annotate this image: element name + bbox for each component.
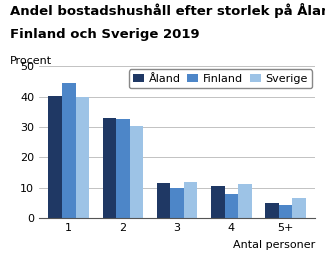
Bar (238, 184, 252, 218)
Bar (292, 198, 306, 218)
Bar (184, 182, 198, 218)
Bar (130, 126, 143, 218)
Bar (103, 118, 116, 218)
Bar (116, 119, 130, 218)
Bar (75, 97, 89, 218)
Bar (62, 83, 75, 218)
Bar (211, 186, 225, 218)
Bar (279, 205, 292, 218)
Text: Andel bostadshushåll efter storlek på Åland, samt i: Andel bostadshushåll efter storlek på Ål… (10, 3, 325, 18)
Bar (225, 194, 238, 218)
Text: Procent: Procent (10, 56, 52, 66)
Bar (170, 188, 184, 218)
Bar (48, 96, 62, 218)
Bar (265, 203, 279, 218)
Bar (157, 183, 170, 218)
Text: Finland och Sverige 2019: Finland och Sverige 2019 (10, 28, 199, 41)
X-axis label: Antal personer: Antal personer (233, 240, 315, 250)
Legend: Åland, Finland, Sverige: Åland, Finland, Sverige (128, 69, 312, 88)
